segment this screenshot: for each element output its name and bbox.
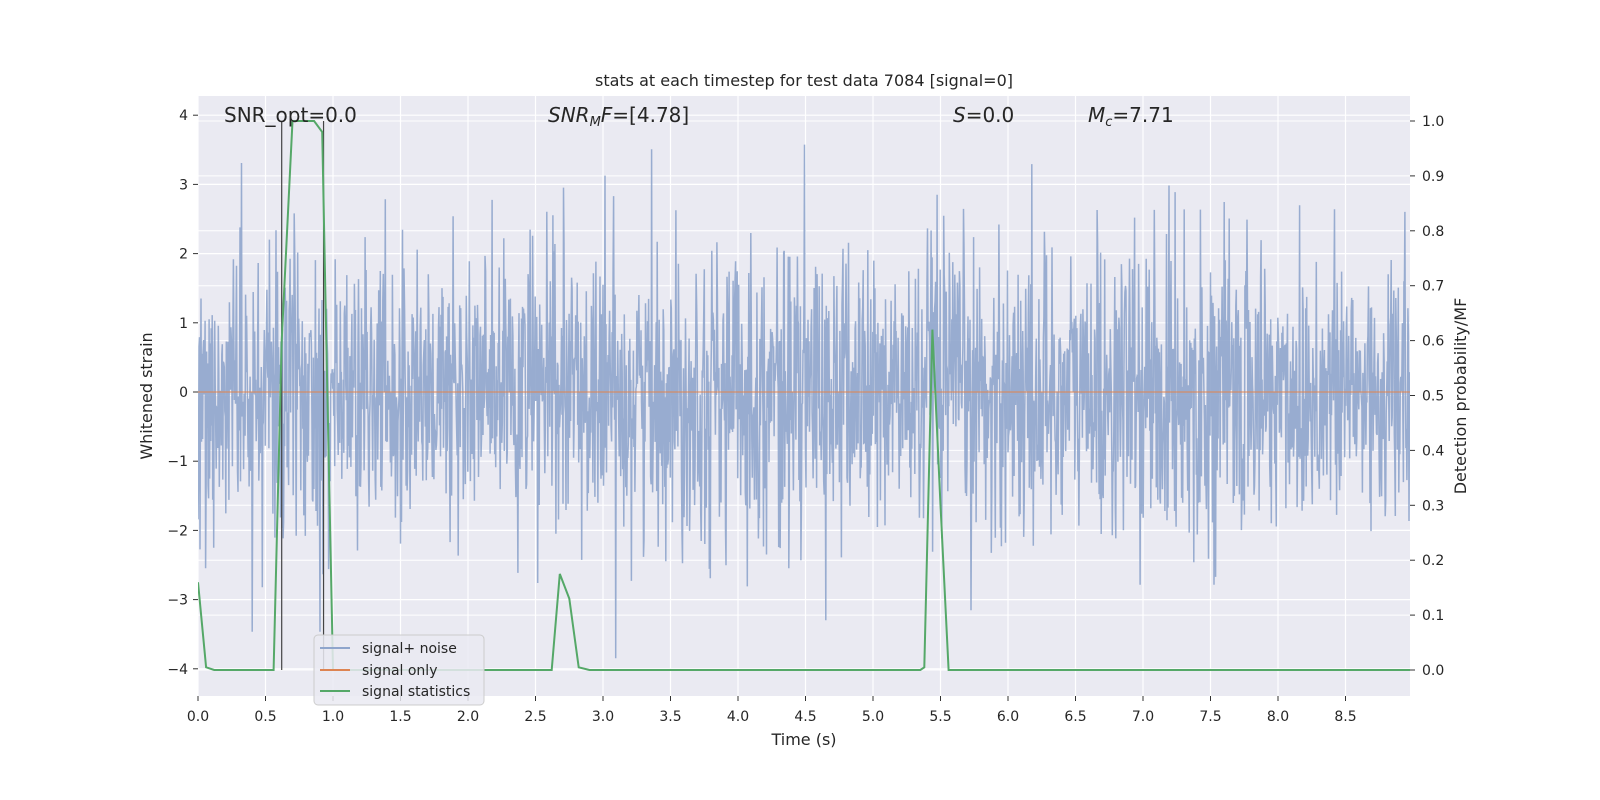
x-tick-label: 0.0 [187, 709, 209, 725]
x-tick-label: 4.5 [794, 709, 816, 725]
y-tick-label: 2 [179, 247, 188, 263]
x-tick-label: 7.0 [1132, 709, 1154, 725]
series-signal-noise [198, 144, 1410, 659]
x-tick-label: 4.0 [727, 709, 749, 725]
annotation-snr-mf: SNRMF=[4.78] [548, 103, 689, 130]
y-tick-label: −2 [167, 523, 188, 539]
y2-tick-label: 0.5 [1422, 389, 1444, 405]
annotation-snr-opt: SNR_opt=0.0 [224, 103, 357, 127]
x-ticks: 0.0 0.5 1.0 1.5 2.0 2.5 3.0 3.5 4.0 4.5 5.0 5.5 6.0 6… [187, 696, 1357, 725]
y2-tick-label: 0.0 [1422, 663, 1444, 679]
x-tick-label: 2.5 [524, 709, 546, 725]
x-tick-label: 6.5 [1064, 709, 1086, 725]
annotation-s-stat: S=0.0 [953, 103, 1014, 127]
chart-title: stats at each timestep for test data 708… [595, 71, 1013, 90]
x-tick-label: 7.5 [1199, 709, 1221, 725]
x-tick-label: 5.0 [862, 709, 884, 725]
legend-label-signal-noise: signal+ noise [362, 641, 457, 657]
y2-tick-label: 0.6 [1422, 334, 1444, 350]
y2-tick-label: 0.7 [1422, 279, 1444, 295]
y2-ticks: 1.0 0.9 0.8 0.7 0.6 0.5 0.4 0.3 0.2 0.1 0.0 [1410, 114, 1444, 679]
x-tick-label: 3.0 [592, 709, 614, 725]
y2-axis-label: Detection probability/MF [1451, 298, 1470, 495]
y2-tick-label: 0.8 [1422, 224, 1444, 240]
y2-tick-label: 0.1 [1422, 608, 1444, 624]
x-tick-label: 5.5 [929, 709, 951, 725]
x-tick-label: 1.0 [322, 709, 344, 725]
x-tick-label: 0.5 [254, 709, 276, 725]
annotation-mc-value: =7.71 [1112, 103, 1173, 127]
y2-tick-label: 0.2 [1422, 553, 1444, 569]
series-signal-statistics [198, 120, 1410, 671]
annotation-mc: Mc=7.71 [1088, 103, 1174, 130]
legend: signal+ noise signal only signal statist… [313, 634, 485, 706]
annotation-s-stat-value: =0.0 [966, 103, 1015, 127]
y2-tick-label: 0.9 [1422, 169, 1444, 185]
x-tick-label: 8.0 [1267, 709, 1289, 725]
annotation-snr-mf-value: =[4.78] [612, 103, 689, 127]
y-tick-label: −1 [167, 454, 188, 470]
y-tick-label: 3 [179, 177, 188, 193]
x-axis-label: Time (s) [770, 730, 836, 749]
y2-tick-label: 0.3 [1422, 498, 1444, 514]
x-tick-label: 1.5 [389, 709, 411, 725]
x-tick-label: 6.0 [997, 709, 1019, 725]
legend-box [313, 634, 485, 706]
x-tick-label: 8.5 [1334, 709, 1356, 725]
legend-label-signal-statistics: signal statistics [362, 684, 470, 700]
y-ticks: 4 3 2 1 0 −1 −2 −3 −4 [167, 108, 198, 678]
y-tick-label: −3 [167, 593, 188, 609]
x-tick-label: 3.5 [659, 709, 681, 725]
x-tick-label: 2.0 [457, 709, 479, 725]
y-axis-label: Whitened strain [137, 332, 156, 459]
y2-tick-label: 0.4 [1422, 443, 1444, 459]
y-tick-label: 1 [179, 316, 188, 332]
y-tick-label: 4 [179, 108, 188, 124]
y2-tick-label: 1.0 [1422, 114, 1444, 130]
legend-label-signal-only: signal only [362, 663, 437, 679]
y-tick-label: 0 [179, 385, 188, 401]
y-tick-label: −4 [167, 662, 188, 678]
